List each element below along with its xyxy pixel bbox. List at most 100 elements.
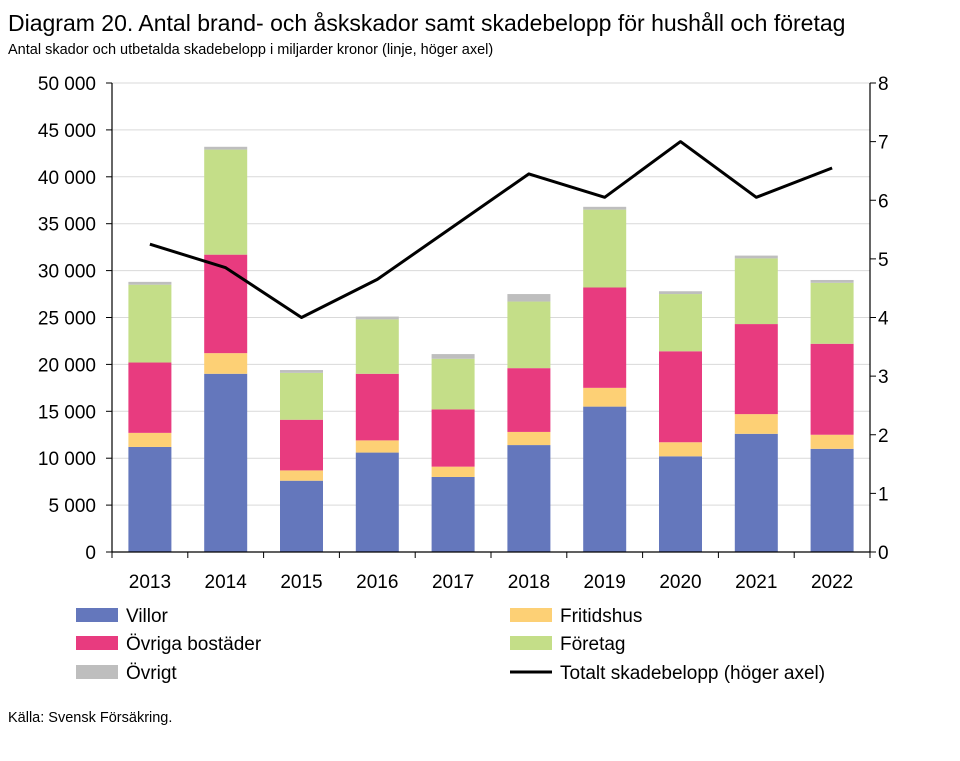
bar-ovrigt-2017	[431, 354, 475, 359]
bar-stacks	[128, 146, 854, 552]
legend-swatch	[76, 665, 118, 679]
bar-fritidshus-2015	[280, 470, 323, 481]
right-tick-label: 2	[878, 426, 889, 447]
bar-fritidshus-2020	[659, 442, 702, 457]
bar-fritidshus-2014	[204, 353, 248, 374]
legend-item-ovrigt: Övrigt	[76, 663, 177, 684]
bar-ovriga-bostader-2016	[355, 373, 399, 441]
legend-swatch	[510, 608, 552, 622]
bar-ovriga-bostader-2014	[204, 254, 248, 354]
x-tick-label-2022: 2022	[811, 572, 853, 593]
bar-fritidshus-2016	[355, 440, 399, 453]
bar-villor-2019	[583, 406, 627, 552]
legend-label: Totalt skadebelopp (höger axel)	[560, 663, 825, 684]
bar-foretag-2021	[734, 258, 778, 325]
bar-ovriga-bostader-2013	[128, 362, 172, 433]
right-tick-label: 4	[878, 309, 889, 330]
right-tick-label: 6	[878, 191, 889, 212]
bar-villor-2022	[810, 448, 854, 552]
bar-ovriga-bostader-2021	[734, 324, 778, 415]
left-tick-label: 30 000	[38, 262, 96, 283]
bar-foretag-2017	[431, 358, 475, 410]
bar-foretag-2018	[507, 301, 551, 369]
bar-villor-2020	[659, 456, 702, 552]
bar-foretag-2013	[128, 284, 172, 363]
bar-foretag-2022	[810, 282, 854, 344]
left-tick-label: 50 000	[38, 74, 96, 95]
bar-ovrigt-2019	[583, 206, 627, 210]
x-tick-label-2014: 2014	[205, 572, 248, 593]
left-tick-label: 40 000	[38, 168, 96, 189]
x-tick-label-2015: 2015	[280, 572, 322, 593]
right-tick-label: 7	[878, 133, 889, 154]
left-tick-label: 5 000	[48, 496, 96, 517]
legend-label: Villor	[126, 606, 169, 627]
line-total-skadebelopp	[149, 140, 833, 319]
bar-fritidshus-2019	[583, 387, 627, 407]
legend-item-villor: Villor	[76, 606, 169, 627]
source-note: Källa: Svensk Försäkring.	[8, 710, 173, 726]
chart-subtitle: Antal skador och utbetalda skadebelopp i…	[8, 42, 494, 58]
bar-villor-2015	[280, 480, 323, 552]
bar-villor-2018	[507, 445, 551, 552]
bar-ovriga-bostader-2017	[431, 409, 475, 467]
x-tick-label-2018: 2018	[508, 572, 550, 593]
right-tick-label: 0	[878, 543, 889, 564]
bar-ovrigt-2022	[810, 279, 854, 283]
legend-item-ovriga-bostader: Övriga bostäder	[76, 634, 262, 655]
right-tick-label: 3	[878, 367, 889, 388]
bar-villor-2014	[204, 373, 248, 552]
bar-ovriga-bostader-2020	[659, 351, 702, 443]
bar-fritidshus-2021	[734, 414, 778, 434]
bar-villor-2013	[128, 446, 172, 552]
bar-fritidshus-2022	[810, 434, 854, 449]
bar-foretag-2019	[583, 209, 627, 288]
bar-fritidshus-2013	[128, 432, 172, 447]
bar-ovrigt-2021	[734, 255, 778, 259]
legend-label: Företag	[560, 634, 625, 655]
x-tick-label-2013: 2013	[129, 572, 171, 593]
total-amount-line	[149, 140, 833, 319]
right-tick-label: 8	[878, 74, 889, 95]
legend-swatch	[76, 608, 118, 622]
bar-fritidshus-2018	[507, 431, 551, 446]
legend: Villor Övriga bostäder Övrigt Fritidshus För…	[76, 606, 825, 684]
legend-item-foretag: Företag	[510, 634, 625, 655]
x-tick-label-2016: 2016	[356, 572, 398, 593]
legend-label: Fritidshus	[560, 606, 642, 627]
legend-item-totalt-skadebelopp-hoger-axel: Totalt skadebelopp (höger axel)	[510, 663, 825, 684]
bar-foretag-2014	[204, 149, 248, 255]
chart-title: Diagram 20. Antal brand- och åskskador s…	[8, 10, 846, 36]
x-tick-label-2019: 2019	[584, 572, 626, 593]
bar-villor-2016	[355, 452, 399, 552]
left-tick-label: 25 000	[38, 309, 96, 330]
left-tick-label: 0	[85, 543, 96, 564]
bar-ovriga-bostader-2022	[810, 343, 854, 435]
left-tick-label: 20 000	[38, 355, 96, 376]
x-tick-label-2020: 2020	[659, 572, 701, 593]
left-tick-label: 45 000	[38, 121, 96, 142]
right-tick-label: 1	[878, 484, 889, 505]
bar-ovriga-bostader-2018	[507, 368, 551, 432]
axes: 0 5 000 10 000 15 000 20 000 25 000 30 000 35 0…	[38, 74, 889, 593]
x-tick-label-2021: 2021	[735, 572, 777, 593]
legend-item-fritidshus: Fritidshus	[510, 606, 642, 627]
bar-ovrigt-2018	[507, 294, 551, 302]
bar-foretag-2016	[355, 319, 399, 374]
bar-ovrigt-2014	[204, 146, 248, 150]
legend-label: Övrigt	[126, 663, 177, 684]
bar-villor-2021	[734, 433, 778, 552]
left-tick-label: 35 000	[38, 215, 96, 236]
bar-fritidshus-2017	[431, 466, 475, 477]
legend-label: Övriga bostäder	[126, 634, 262, 655]
bar-ovrigt-2016	[355, 316, 399, 320]
bar-ovriga-bostader-2019	[583, 287, 627, 388]
left-tick-label: 15 000	[38, 402, 96, 423]
legend-swatch	[76, 636, 118, 650]
bar-ovrigt-2015	[280, 370, 323, 373]
bar-ovriga-bostader-2015	[280, 419, 323, 471]
left-tick-label: 10 000	[38, 449, 96, 470]
bar-foretag-2015	[280, 372, 323, 420]
legend-swatch	[510, 636, 552, 650]
bar-ovrigt-2013	[128, 281, 172, 285]
